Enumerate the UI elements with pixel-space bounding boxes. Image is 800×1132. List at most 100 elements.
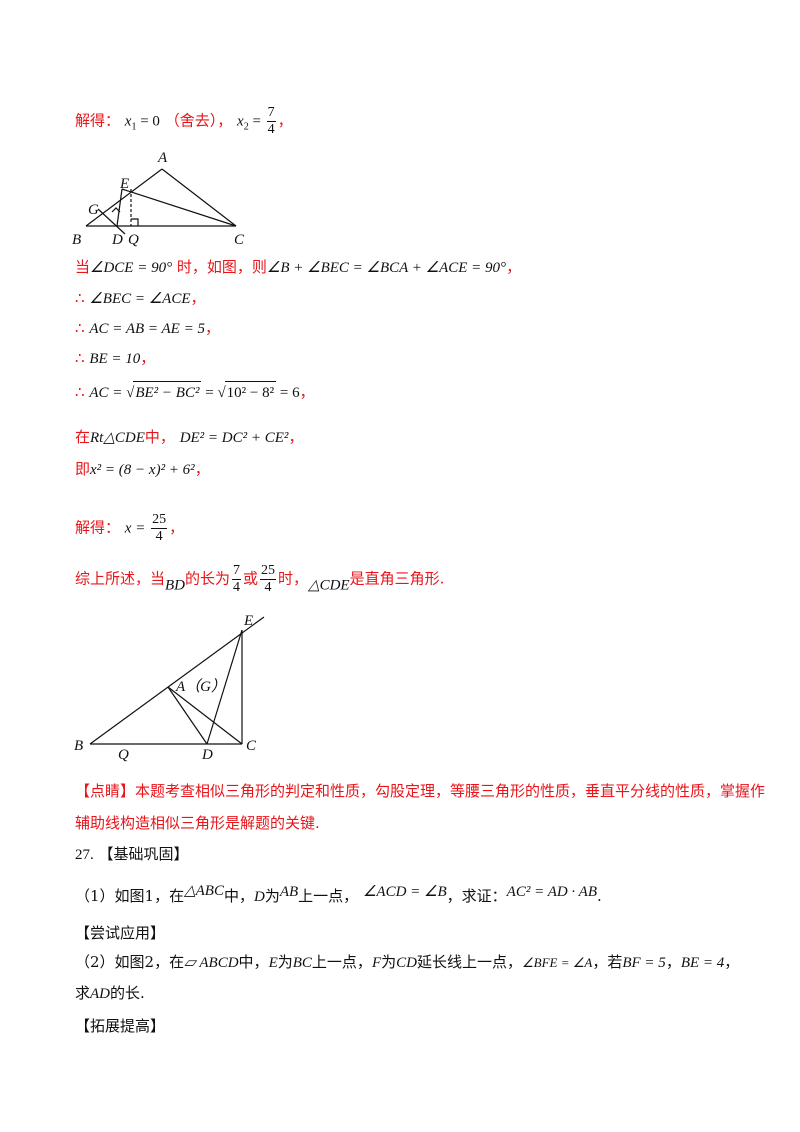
tail: ， — [277, 111, 293, 130]
section-try-title: 【尝试应用】 — [75, 924, 166, 942]
label-B: B — [72, 232, 81, 248]
p2-text-g: ，若 — [592, 953, 623, 971]
label-A-G: A（G） — [175, 678, 226, 695]
p2-text-ask: 求 — [75, 984, 91, 1002]
case-equation: ∠B + ∠BEC = ∠BCA + ∠ACE = 90° — [266, 260, 507, 276]
case-intro: 当 — [75, 258, 91, 276]
p2-text-d: 上一点， — [311, 953, 372, 971]
fraction-25-4: 25 4 — [260, 563, 277, 596]
triangle-cde: Rt△CDE — [90, 430, 145, 446]
tail: ， — [169, 518, 185, 537]
question-27-part-2-line-2: 求AD的长. — [75, 982, 145, 1005]
therefore-symbol: ∴ — [75, 383, 85, 401]
angle-bfe: ∠BFE = ∠A — [521, 955, 593, 970]
x-lhs: x = — [124, 520, 150, 537]
therefore-symbol: ∴ — [75, 289, 85, 307]
p2-text-i: ， — [724, 953, 740, 971]
frac1-num: 7 — [232, 563, 242, 580]
step-5-text2: 中， — [144, 428, 175, 446]
label-B: B — [74, 738, 83, 754]
p2-text-f: 延长线上一点， — [416, 953, 522, 971]
discard-note: （舍去）， — [164, 111, 233, 130]
bf-value: BF = 5 — [622, 955, 666, 971]
summary-text-1: 综上所述，当 — [75, 569, 166, 588]
p1-text-d: 上一点， — [298, 887, 359, 905]
x-num: 25 — [151, 512, 168, 529]
step-2-eq: AC = AB = AE = 5 — [89, 321, 205, 337]
x2-num: 7 — [266, 105, 276, 122]
tail: ， — [204, 319, 220, 337]
p2-text-h: ， — [665, 953, 681, 971]
label-E: E — [243, 613, 253, 629]
question-27-header: 27. 【基础巩固】 — [75, 843, 189, 866]
case-line: 当∠DCE = 90° 时，如图，则∠B + ∠BEC = ∠BCA + ∠AC… — [75, 256, 521, 279]
solution-line-1: 解得： x1 = 0 （舍去）， x2 = 7 4， — [75, 105, 293, 139]
comment-tag: 【点睛】 — [75, 782, 136, 800]
step-4-mid: = — [201, 385, 218, 401]
p2-text-a: （2）如图2，在 — [75, 953, 185, 971]
point-e: E — [268, 955, 278, 971]
label-C: C — [246, 738, 257, 754]
label-Q: Q — [128, 232, 139, 248]
point-d: D — [253, 889, 265, 905]
x1-value: = 0 — [136, 113, 160, 130]
step-3: ∴ BE = 10， — [75, 347, 155, 370]
step-5-eq: DE² = DC² + CE² — [179, 430, 289, 446]
step-5-text: 在 — [75, 428, 91, 446]
x2-var: x — [237, 113, 244, 130]
step-6-eq: x² = (8 − x)² + 6² — [90, 462, 195, 478]
radicand-1: BE² − BC² — [133, 381, 202, 404]
comment-text-1: 本题考查相似三角形的判定和性质，勾股定理，等腰三角形的性质，垂直平分线的性质，掌… — [135, 782, 766, 800]
step-5: 在Rt△CDE中， DE² = DC² + CE²， — [75, 426, 303, 449]
p1-text-b: 中， — [223, 887, 254, 905]
p2-text-e: 为 — [381, 953, 397, 971]
label-D: D — [111, 232, 123, 248]
tail: ， — [506, 258, 522, 276]
section-basic: 【基础巩固】 — [98, 845, 189, 863]
segment-cd: CD — [396, 955, 417, 971]
step-3-eq: BE = 10 — [89, 351, 141, 367]
parallelogram-abcd: ▱ ABCD — [184, 955, 239, 971]
p1-text-c: 为 — [264, 887, 280, 905]
section-try: 【尝试应用】 — [75, 922, 165, 944]
x1-sub: 1 — [131, 121, 137, 133]
case-condition: ∠DCE = 90° — [90, 260, 173, 276]
triangle-cde: △CDE — [308, 577, 350, 594]
section-extend: 【拓展提高】 — [75, 1015, 165, 1037]
p1-text-e: ，求证： — [446, 887, 507, 905]
step-1-eq: ∠BEC = ∠ACE — [89, 291, 191, 307]
comment-line-1: 【点睛】本题考查相似三角形的判定和性质，勾股定理，等腰三角形的性质，垂直平分线的… — [75, 780, 765, 802]
figure-1: A E G B D Q C — [72, 150, 245, 248]
step-1: ∴ ∠BEC = ∠ACE， — [75, 287, 206, 310]
label-E: E — [119, 176, 129, 192]
segment-ad: AD — [90, 986, 111, 1002]
segment-bd: BD — [165, 577, 186, 594]
x2-den: 4 — [267, 122, 275, 137]
tail: ， — [190, 289, 206, 307]
summary-line: 综上所述，当BD的长为 7 4 或 25 4 时，△CDE是直角三角形. — [75, 563, 444, 597]
therefore-symbol: ∴ — [75, 319, 85, 337]
point-f: F — [371, 955, 382, 971]
therefore-symbol: ∴ — [75, 349, 85, 367]
segment-ab: AB — [279, 884, 299, 900]
tail: ， — [288, 428, 304, 446]
summary-text-2: 的长为 — [185, 569, 231, 588]
p2-text-b: 中， — [238, 953, 269, 971]
case-text: 时，如图，则 — [176, 258, 267, 276]
tail: ， — [140, 349, 156, 367]
radicand-2: 10² − 8² — [224, 381, 277, 404]
tail: ， — [299, 383, 315, 401]
summary-text-4: 是直角三角形. — [349, 569, 445, 588]
solve-label: 解得： — [75, 518, 121, 537]
tail: ， — [194, 460, 210, 478]
figure-2: E A（G） B Q D C — [74, 613, 265, 762]
p2-text-c: 为 — [277, 953, 293, 971]
step-6-text: 即 — [75, 460, 91, 478]
question-number: 27. — [75, 847, 94, 863]
section-extend-title: 【拓展提高】 — [75, 1017, 166, 1035]
label-A: A — [157, 150, 168, 166]
p1-text-a: （1）如图1，在 — [75, 887, 185, 905]
question-27-part-2: （2）如图2，在▱ ABCD中，E为BC上一点，F为CD延长线上一点，∠BFE … — [75, 951, 739, 974]
